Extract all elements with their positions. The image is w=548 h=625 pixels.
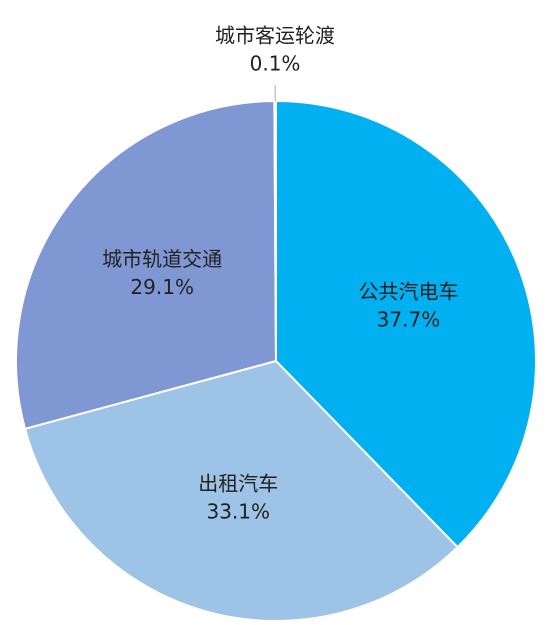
- slice-value-label: 0.1%: [250, 52, 301, 76]
- slice-value-label: 37.7%: [377, 308, 441, 332]
- slice-label: 城市客运轮渡: [215, 24, 335, 48]
- slice-label: 出租汽车: [198, 471, 278, 495]
- pie-slice: [275, 99, 537, 549]
- slice-label: 城市轨道交通: [102, 247, 222, 271]
- slice-value-label: 29.1%: [130, 275, 194, 299]
- pie-slice: [15, 99, 278, 431]
- pie-slice: [23, 359, 459, 622]
- slice-value-label: 33.1%: [206, 499, 270, 523]
- slice-label: 公共汽电车: [358, 280, 458, 304]
